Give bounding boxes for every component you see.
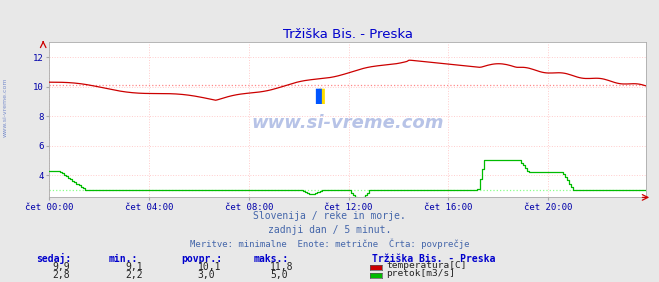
Text: 9,9: 9,9 (53, 262, 71, 272)
Text: pretok[m3/s]: pretok[m3/s] (386, 269, 455, 278)
Text: Slovenija / reke in morje.: Slovenija / reke in morje. (253, 211, 406, 221)
Text: Tržiška Bis. - Preska: Tržiška Bis. - Preska (372, 254, 496, 264)
Title: Tržiška Bis. - Preska: Tržiška Bis. - Preska (283, 28, 413, 41)
Text: povpr.:: povpr.: (181, 254, 222, 264)
Text: ▌: ▌ (315, 89, 327, 104)
Text: zadnji dan / 5 minut.: zadnji dan / 5 minut. (268, 225, 391, 235)
Text: Meritve: minimalne  Enote: metrične  Črta: povprečje: Meritve: minimalne Enote: metrične Črta:… (190, 238, 469, 249)
Text: 3,0: 3,0 (198, 270, 215, 280)
Text: www.si-vreme.com: www.si-vreme.com (3, 78, 8, 137)
Text: 11,8: 11,8 (270, 262, 294, 272)
Text: temperatura[C]: temperatura[C] (386, 261, 467, 270)
Text: 5,0: 5,0 (270, 270, 288, 280)
Text: 10,1: 10,1 (198, 262, 221, 272)
Text: 2,2: 2,2 (125, 270, 143, 280)
Text: min.:: min.: (109, 254, 138, 264)
Text: www.si-vreme.com: www.si-vreme.com (251, 114, 444, 132)
Text: ▐: ▐ (312, 89, 324, 104)
Text: sedaj:: sedaj: (36, 253, 71, 264)
Text: maks.:: maks.: (254, 254, 289, 264)
Text: 2,8: 2,8 (53, 270, 71, 280)
Text: 9,1: 9,1 (125, 262, 143, 272)
